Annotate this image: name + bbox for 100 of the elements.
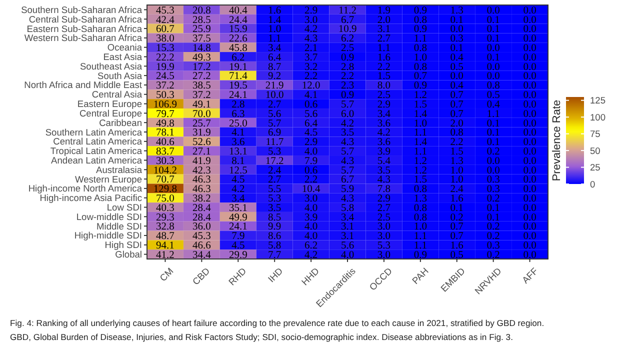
data-label: 5.5 [268,184,282,196]
y-tick-label: Central Europe [79,108,142,118]
data-label: 4.3 [340,194,354,205]
data-label: 41.2 [156,250,174,261]
data-label: 2.9 [377,194,391,205]
data-label: 6.7 [340,14,354,26]
y-tick-label: South Asia [98,70,143,81]
data-label: 6.9 [268,128,282,139]
data-label: 1.1 [414,240,427,252]
color-bar-label: 75 [590,129,600,140]
data-label: 2.2 [377,62,391,73]
data-label: 1.0 [414,52,427,64]
data-label: 3.6 [377,137,391,148]
data-label: 25.7 [192,118,211,130]
data-label: 1.0 [450,174,464,186]
data-label: 1.3 [450,5,464,16]
data-label: 0.2 [486,250,500,261]
data-label: 1.5 [377,71,391,82]
data-label: 3.6 [377,118,391,130]
y-tick-label: High-income North America [28,184,143,194]
data-label: 5.8 [268,240,282,252]
data-label: 0.8 [414,62,427,73]
data-label: 0.3 [486,174,500,186]
color-bar-label: 50 [590,146,600,156]
y-tick-label: Southeast Asia [80,61,143,72]
y-tick-label: North Africa and Middle East [24,80,142,90]
data-label: 0.0 [450,24,464,36]
data-label: 0.0 [523,194,536,205]
data-label: 4.5 [232,174,245,186]
y-tick-label: Western Sub-Saharan Africa [24,33,143,44]
data-label: 17.2 [192,62,211,73]
data-label: 5.7 [268,118,282,130]
data-label: 3.0 [377,231,391,242]
data-label: 15.3 [156,43,174,54]
data-label: 0.3 [486,184,500,196]
data-label: 2.9 [304,5,318,16]
data-label: 3.5 [377,165,391,176]
data-label: 2.3 [340,80,354,92]
data-label: 0.0 [486,71,500,82]
data-label: 5.6 [340,240,354,252]
data-label: 0.4 [450,80,464,92]
data-label: 0.7 [450,108,464,120]
data-label: 75.0 [156,194,174,205]
data-label: 7.8 [377,184,391,196]
data-label: 9.9 [268,222,282,233]
y-tick-label: Low SDI [106,202,142,213]
data-label: 0.0 [523,156,536,167]
data-label: 27.1 [192,146,211,158]
data-label: 0.0 [523,231,536,242]
data-label: 0.8 [414,14,427,26]
data-label: 0.0 [523,52,536,64]
data-label: 6.3 [232,108,245,120]
data-label: 0.0 [523,62,536,73]
data-label: 0.0 [486,156,500,167]
data-label: 0.2 [450,212,464,224]
data-label: 5.3 [268,194,282,205]
data-label: 0.9 [414,80,427,92]
data-label: 4.5 [232,240,245,252]
y-tick-label: Southern Sub-Saharan Africa [21,4,143,15]
data-label: 34.4 [192,250,212,261]
data-label: 12.5 [228,165,248,176]
data-label: 6.2 [340,34,354,45]
data-label: 0.1 [486,118,500,130]
data-label: 71.4 [228,71,248,82]
data-label: 2.0 [450,118,464,130]
data-label: 0.3 [450,34,464,45]
data-label: 0.6 [304,99,318,110]
data-label: 6.4 [268,52,282,64]
data-label: 49.1 [192,99,211,110]
data-label: 4.2 [377,128,391,139]
data-label: 0.7 [450,90,464,102]
data-label: 1.4 [414,108,428,120]
data-label: 0.0 [523,202,536,214]
data-label: 4.2 [304,24,318,36]
data-label: 94.1 [156,240,174,252]
data-label: 0.2 [486,222,500,233]
data-label: 3.6 [232,137,245,148]
y-tick-label: East Asia [103,52,143,62]
data-label: 0.0 [523,137,536,148]
data-label: 1.1 [414,34,427,45]
data-label: 52.6 [192,137,211,148]
data-label: 0.0 [523,128,536,139]
data-label: 25.0 [228,118,248,130]
data-label: 4.0 [304,146,318,158]
data-label: 4.1 [232,128,245,139]
data-label: 4.5 [304,128,318,139]
data-label: 4.3 [340,137,354,148]
y-tick-label: Eastern Sub-Saharan Africa [26,24,143,34]
data-label: 4.2 [232,184,245,196]
data-label: 4.1 [304,90,318,102]
data-label: 0.0 [523,5,536,16]
data-label: 3.1 [340,231,354,242]
data-label: 22.6 [228,34,248,45]
data-label: 8.0 [377,80,391,92]
data-label: 28.4 [192,202,212,214]
data-label: 29.9 [228,250,248,261]
data-label: 5.9 [340,184,354,196]
data-label: 70.7 [156,174,174,186]
data-label: 24.1 [228,90,248,102]
data-label: 70.0 [192,108,211,120]
